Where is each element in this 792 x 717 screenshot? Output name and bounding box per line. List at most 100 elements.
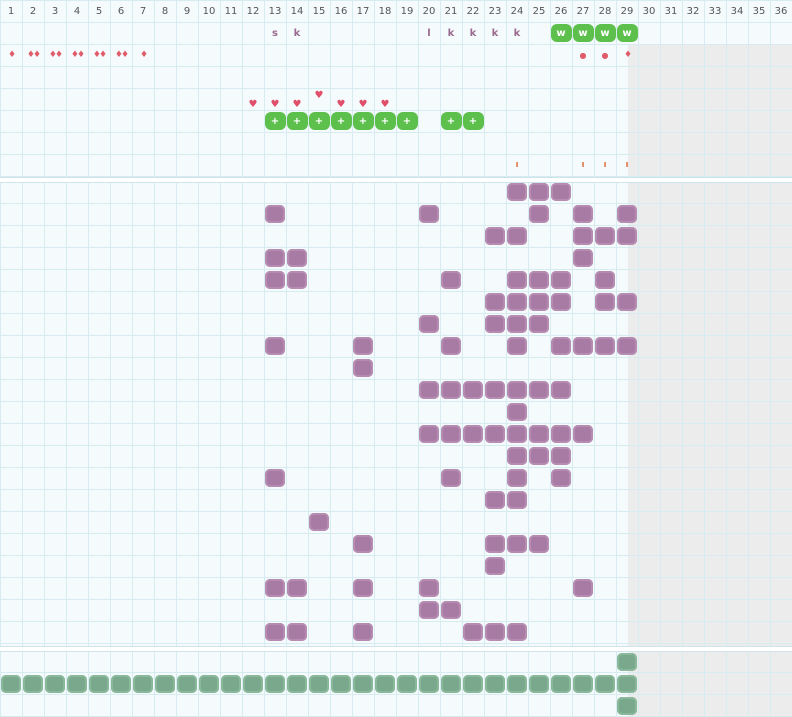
purple-mark[interactable] xyxy=(440,335,462,357)
plus-badge[interactable]: + xyxy=(264,110,286,132)
column-header[interactable]: 32 xyxy=(686,5,700,17)
purple-mark[interactable] xyxy=(572,225,594,247)
purple-mark[interactable] xyxy=(484,313,506,335)
green-mark[interactable] xyxy=(132,673,154,695)
green-mark[interactable] xyxy=(88,673,110,695)
purple-mark[interactable] xyxy=(418,423,440,445)
column-header[interactable]: 21 xyxy=(444,5,458,17)
green-mark[interactable] xyxy=(0,673,22,695)
purple-mark[interactable] xyxy=(484,423,506,445)
plus-badge[interactable]: + xyxy=(330,110,352,132)
column-header[interactable]: 11 xyxy=(224,5,238,17)
green-mark[interactable] xyxy=(418,673,440,695)
green-mark[interactable] xyxy=(44,673,66,695)
purple-mark[interactable] xyxy=(506,467,528,489)
plus-badge[interactable]: + xyxy=(352,110,374,132)
green-mark[interactable] xyxy=(440,673,462,695)
purple-mark[interactable] xyxy=(572,577,594,599)
purple-mark[interactable] xyxy=(484,555,506,577)
purple-mark[interactable] xyxy=(506,225,528,247)
column-header[interactable]: 2 xyxy=(29,5,37,17)
purple-mark[interactable] xyxy=(462,379,484,401)
purple-mark[interactable] xyxy=(506,181,528,203)
purple-mark[interactable] xyxy=(506,423,528,445)
green-mark[interactable] xyxy=(396,673,418,695)
green-mark[interactable] xyxy=(66,673,88,695)
purple-mark[interactable] xyxy=(264,621,286,643)
column-header[interactable]: 8 xyxy=(161,5,169,17)
purple-mark[interactable] xyxy=(286,269,308,291)
green-mark[interactable] xyxy=(374,673,396,695)
w-badge[interactable]: w xyxy=(550,22,572,44)
purple-mark[interactable] xyxy=(440,379,462,401)
column-header[interactable]: 22 xyxy=(466,5,480,17)
column-header[interactable]: 16 xyxy=(334,5,348,17)
green-mark[interactable] xyxy=(616,651,638,673)
green-mark[interactable] xyxy=(242,673,264,695)
green-mark[interactable] xyxy=(198,673,220,695)
purple-mark[interactable] xyxy=(264,203,286,225)
purple-mark[interactable] xyxy=(528,181,550,203)
purple-mark[interactable] xyxy=(572,247,594,269)
purple-mark[interactable] xyxy=(484,489,506,511)
column-header[interactable]: 19 xyxy=(400,5,414,17)
purple-mark[interactable] xyxy=(264,577,286,599)
purple-mark[interactable] xyxy=(528,203,550,225)
purple-mark[interactable] xyxy=(550,423,572,445)
purple-mark[interactable] xyxy=(550,181,572,203)
purple-mark[interactable] xyxy=(308,511,330,533)
purple-mark[interactable] xyxy=(594,335,616,357)
column-header[interactable]: 17 xyxy=(356,5,370,17)
purple-mark[interactable] xyxy=(352,621,374,643)
green-mark[interactable] xyxy=(220,673,242,695)
purple-mark[interactable] xyxy=(528,313,550,335)
purple-mark[interactable] xyxy=(264,467,286,489)
purple-mark[interactable] xyxy=(594,269,616,291)
purple-mark[interactable] xyxy=(440,423,462,445)
column-header[interactable]: 3 xyxy=(51,5,59,17)
green-mark[interactable] xyxy=(528,673,550,695)
column-header[interactable]: 10 xyxy=(202,5,216,17)
purple-mark[interactable] xyxy=(506,533,528,555)
purple-mark[interactable] xyxy=(484,379,506,401)
purple-mark[interactable] xyxy=(440,269,462,291)
purple-mark[interactable] xyxy=(352,335,374,357)
purple-mark[interactable] xyxy=(440,599,462,621)
plus-badge[interactable]: + xyxy=(462,110,484,132)
plus-badge[interactable]: + xyxy=(440,110,462,132)
purple-mark[interactable] xyxy=(616,203,638,225)
purple-mark[interactable] xyxy=(506,621,528,643)
column-header[interactable]: 13 xyxy=(268,5,282,17)
green-mark[interactable] xyxy=(484,673,506,695)
purple-mark[interactable] xyxy=(506,379,528,401)
purple-mark[interactable] xyxy=(506,335,528,357)
purple-mark[interactable] xyxy=(286,621,308,643)
purple-mark[interactable] xyxy=(286,577,308,599)
purple-mark[interactable] xyxy=(616,225,638,247)
purple-mark[interactable] xyxy=(550,291,572,313)
w-badge[interactable]: w xyxy=(616,22,638,44)
column-header[interactable]: 15 xyxy=(312,5,326,17)
column-header[interactable]: 31 xyxy=(664,5,678,17)
purple-mark[interactable] xyxy=(484,533,506,555)
purple-mark[interactable] xyxy=(506,313,528,335)
purple-mark[interactable] xyxy=(572,423,594,445)
green-mark[interactable] xyxy=(594,673,616,695)
green-mark[interactable] xyxy=(330,673,352,695)
purple-mark[interactable] xyxy=(352,533,374,555)
w-badge[interactable]: w xyxy=(572,22,594,44)
column-header[interactable]: 23 xyxy=(488,5,502,17)
green-mark[interactable] xyxy=(550,673,572,695)
green-mark[interactable] xyxy=(616,695,638,717)
purple-mark[interactable] xyxy=(506,269,528,291)
column-header[interactable]: 7 xyxy=(139,5,147,17)
purple-mark[interactable] xyxy=(462,423,484,445)
purple-mark[interactable] xyxy=(462,621,484,643)
column-header[interactable]: 34 xyxy=(730,5,744,17)
purple-mark[interactable] xyxy=(528,291,550,313)
column-header[interactable]: 12 xyxy=(246,5,260,17)
purple-mark[interactable] xyxy=(616,335,638,357)
purple-mark[interactable] xyxy=(506,489,528,511)
column-header[interactable]: 25 xyxy=(532,5,546,17)
column-header[interactable]: 14 xyxy=(290,5,304,17)
